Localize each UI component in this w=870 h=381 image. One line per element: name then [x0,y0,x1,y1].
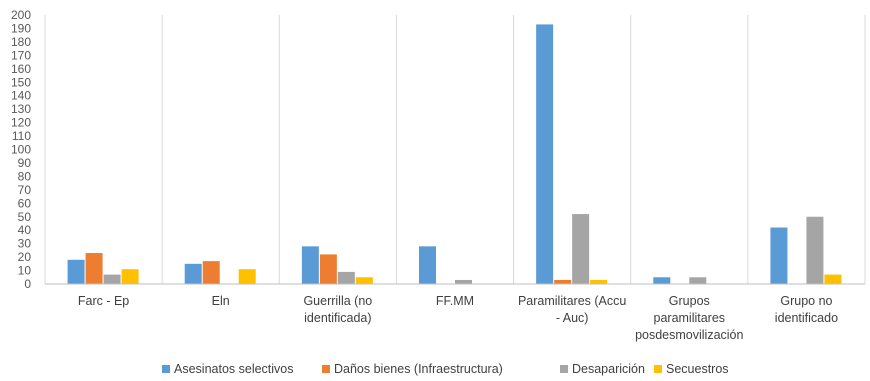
legend-swatch [162,365,170,373]
bar [202,261,220,284]
x-tick-label: Grupos paramilitares posdesmovilización [635,294,743,342]
y-tick-label: 10 [18,264,32,278]
y-tick-label: 140 [11,89,31,103]
x-tick-label: Grupo no identificado [775,294,838,325]
bar [653,277,671,284]
bar [337,271,355,284]
y-tick-label: 120 [11,116,31,130]
bars [67,24,842,284]
y-tick-label: 90 [18,156,32,170]
bar [554,279,572,284]
y-tick-label: 60 [18,196,32,210]
legend-swatch [560,365,568,373]
y-tick-label: 20 [18,250,32,264]
bar [419,246,436,284]
y-tick-label: 0 [24,277,31,291]
bar [103,274,121,284]
legend-label: Daños bienes (Infraestructura) [334,362,503,376]
y-tick-label: 160 [11,62,31,76]
bar [824,274,842,284]
bar [770,227,788,284]
legend-label: Secuestros [666,362,729,376]
legend-swatch [322,365,330,373]
y-tick-label: 110 [12,129,31,143]
y-tick-label: 190 [11,21,31,35]
bar [67,259,85,284]
bar [689,277,707,284]
legend: Asesinatos selectivos Daños bienes (Infra… [162,362,729,376]
y-tick-label: 170 [11,48,31,62]
bar [355,277,373,284]
x-tick-label: Paramilitares (Accu - Auc) [518,294,626,325]
bar [536,24,554,284]
y-tick-label: 50 [18,210,32,224]
bar [121,269,139,284]
y-tick-label: 180 [11,35,31,49]
y-tick-label: 150 [11,75,31,89]
y-tick-label: 80 [18,169,32,183]
bar [806,216,824,284]
legend-label: Asesinatos selectivos [174,362,294,376]
y-tick-label: 200 [11,8,31,22]
bar [319,254,337,284]
bar [85,253,103,284]
y-axis: 0102030405060708090100110120130140150160… [11,8,31,291]
legend-label: Desaparición [572,362,645,376]
y-tick-label: 130 [11,102,31,116]
x-tick-label: Guerrilla (no identificada) [303,294,372,325]
x-tick-label: FF.MM [436,294,474,308]
category-separators [44,15,866,284]
bar [572,214,590,284]
bar [184,263,202,284]
x-axis-labels: Farc - Ep Eln Guerrilla (no identificada) FF… [78,294,838,342]
y-tick-label: 30 [18,237,32,251]
x-tick-label: Farc - Ep [78,294,129,308]
y-tick-label: 40 [18,223,32,237]
y-tick-label: 70 [18,183,32,197]
bar [301,246,319,284]
bar [455,279,472,284]
bar [238,269,256,284]
x-tick-label: Eln [212,294,230,308]
legend-swatch [654,365,662,373]
bar [590,279,608,284]
y-tick-label: 100 [11,143,31,157]
